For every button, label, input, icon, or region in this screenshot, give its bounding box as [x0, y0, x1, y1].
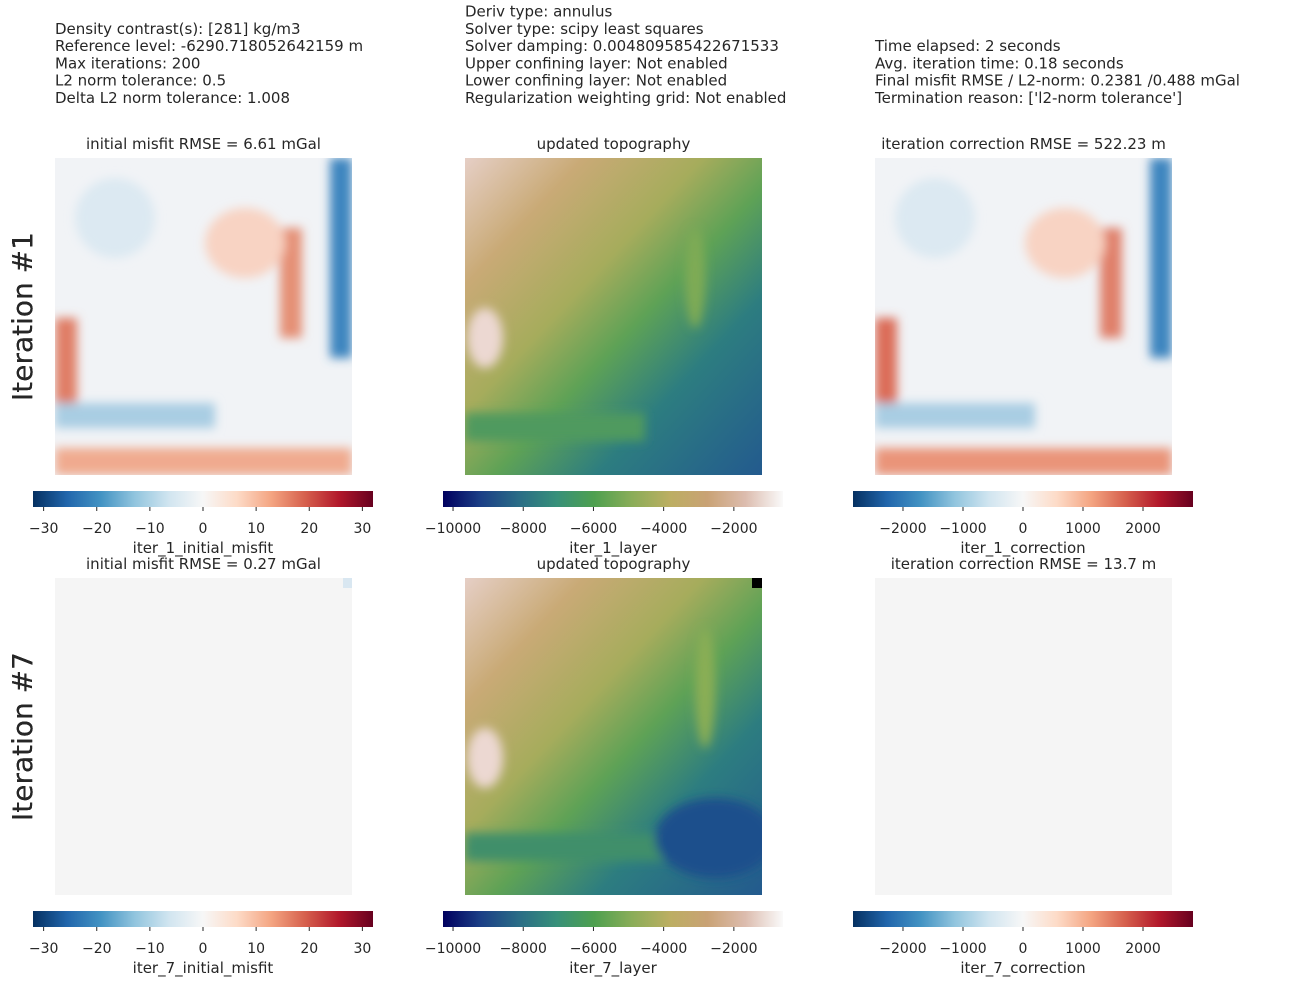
info-line: Final misfit RMSE / L2-norm: 0.2381 /0.4… — [875, 72, 1240, 90]
colorbar-tick-label: −4000 — [640, 941, 687, 957]
colorbar-tick-label: 20 — [300, 941, 318, 957]
colorbar-tick-label: −6000 — [570, 941, 617, 957]
info-line: Upper confining layer: Not enabled — [465, 54, 728, 72]
colorbar — [33, 491, 373, 507]
colorbar-tick-label: −10000 — [425, 941, 481, 957]
heatmap-title: initial misfit RMSE = 0.27 mGal — [86, 555, 321, 573]
heatmap-title: updated topography — [537, 555, 691, 573]
info-line: Regularization weighting grid: Not enabl… — [465, 89, 786, 107]
colorbar-tick-label: 1000 — [1065, 521, 1101, 537]
colorbar-tick-label: 10 — [247, 941, 265, 957]
info-line: Delta L2 norm tolerance: 1.008 — [55, 89, 290, 107]
colorbar-tick-label: −2000 — [710, 941, 757, 957]
colorbar-tick-label: −20 — [82, 941, 112, 957]
colorbar-label: iter_7_layer — [569, 959, 657, 978]
colorbar-label: iter_7_correction — [960, 959, 1085, 978]
colorbar-tick-label: 0 — [199, 521, 208, 537]
heatmap-image — [465, 158, 762, 475]
info-line: Avg. iteration time: 0.18 seconds — [875, 54, 1124, 72]
info-line: Density contrast(s): [281] kg/m3 — [55, 20, 301, 38]
heatmap-title: initial misfit RMSE = 6.61 mGal — [86, 135, 321, 153]
colorbar — [853, 911, 1193, 927]
info-line: Solver damping: 0.004809585422671533 — [465, 37, 779, 55]
colorbar-tick-label: −20 — [82, 521, 112, 537]
colorbar-label: iter_1_layer — [569, 539, 657, 558]
info-line: L2 norm tolerance: 0.5 — [55, 72, 226, 90]
heatmap-image — [55, 578, 352, 895]
colorbar-tick-label: −10000 — [425, 521, 481, 537]
colorbar-tick-label: 0 — [1019, 941, 1028, 957]
y-axis-label: Iteration #1 — [6, 232, 39, 401]
heatmap-image — [465, 578, 762, 895]
info-line: Lower confining layer: Not enabled — [465, 72, 727, 90]
colorbar-tick-label: −10 — [135, 521, 165, 537]
colorbar — [443, 911, 783, 927]
colorbar — [853, 491, 1193, 507]
info-line: Deriv type: annulus — [465, 3, 612, 21]
colorbar — [33, 911, 373, 927]
y-axis-label: Iteration #7 — [6, 652, 39, 821]
heatmap-title: iteration correction RMSE = 13.7 m — [891, 555, 1157, 573]
colorbar-tick-label: 2000 — [1125, 521, 1161, 537]
colorbar-tick-label: −1000 — [939, 941, 986, 957]
colorbar-tick-label: −8000 — [500, 941, 547, 957]
info-line: Termination reason: ['l2-norm tolerance'… — [874, 89, 1182, 107]
colorbar-tick-label: −10 — [135, 941, 165, 957]
colorbar-tick-label: 0 — [1019, 521, 1028, 537]
info-line: Max iterations: 200 — [55, 54, 200, 72]
colorbar-tick-label: −2000 — [879, 521, 926, 537]
colorbar-tick-label: 0 — [199, 941, 208, 957]
colorbar-tick-label: 20 — [300, 521, 318, 537]
y-axis-label: Iteration #1 — [6, 232, 39, 401]
colorbar-tick-label: 10 — [247, 521, 265, 537]
colorbar-tick-label: 30 — [353, 521, 371, 537]
y-axis-label: Iteration #7 — [6, 652, 39, 821]
colorbar-tick-label: 30 — [353, 941, 371, 957]
info-line: Time elapsed: 2 seconds — [874, 37, 1061, 55]
colorbar-tick-label: −4000 — [640, 521, 687, 537]
colorbar-tick-label: −8000 — [500, 521, 547, 537]
colorbar-label: iter_1_correction — [960, 539, 1085, 558]
colorbar-tick-label: −6000 — [570, 521, 617, 537]
heatmap-image — [55, 158, 352, 475]
heatmap-title: iteration correction RMSE = 522.23 m — [881, 135, 1166, 153]
heatmap-title: updated topography — [537, 135, 691, 153]
colorbar-tick-label: −2000 — [710, 521, 757, 537]
colorbar — [443, 491, 783, 507]
colorbar-label: iter_1_initial_misfit — [133, 539, 274, 558]
colorbar-tick-label: 2000 — [1125, 941, 1161, 957]
heatmap-image — [875, 578, 1172, 895]
y-axis-label: Iteration #1 — [6, 232, 39, 401]
info-line: Solver type: scipy least squares — [465, 20, 704, 38]
colorbar-tick-label: −1000 — [939, 521, 986, 537]
info-line: Reference level: -6290.718052642159 m — [55, 37, 363, 55]
colorbar-label: iter_7_initial_misfit — [133, 959, 274, 978]
colorbar-tick-label: −30 — [29, 941, 59, 957]
y-axis-label: Iteration #7 — [6, 652, 39, 821]
heatmap-image — [875, 158, 1172, 475]
colorbar-tick-label: −2000 — [879, 941, 926, 957]
colorbar-tick-label: −30 — [29, 521, 59, 537]
colorbar-tick-label: 1000 — [1065, 941, 1101, 957]
